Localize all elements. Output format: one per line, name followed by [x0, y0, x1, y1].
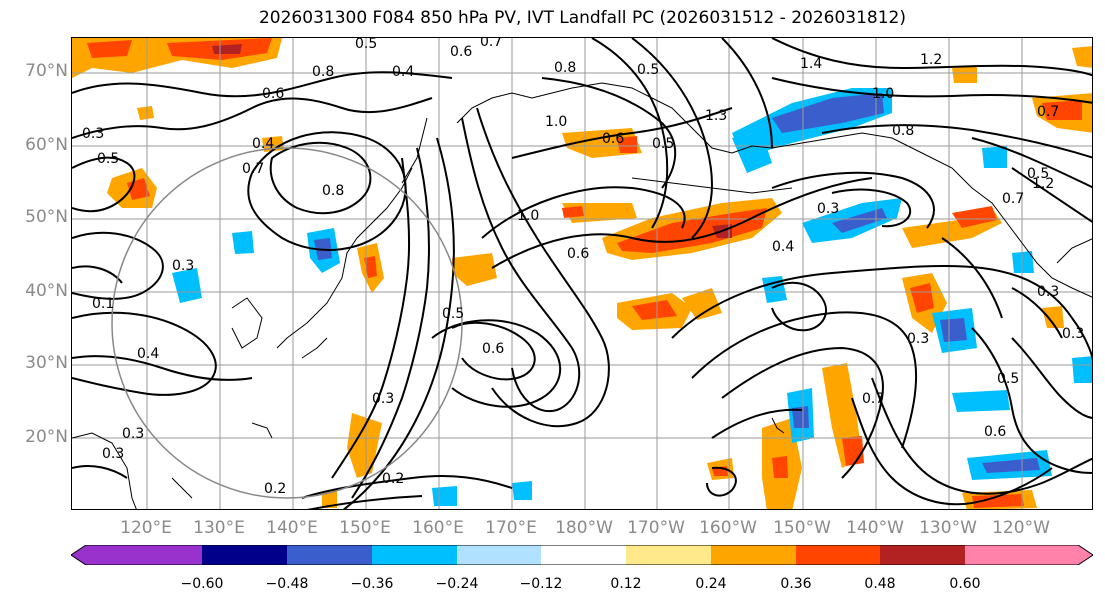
colorbar-segment-lt-060 — [71, 545, 202, 565]
pv-contours — [72, 38, 1092, 509]
contour-label: 0.7 — [242, 161, 264, 177]
contour-label: 0.6 — [567, 246, 589, 262]
contour-label: 1.2 — [1032, 176, 1054, 192]
colorbar-tick: 0.12 — [610, 576, 642, 592]
colorbar-tick: 0.48 — [864, 576, 896, 592]
contour-label: 0.3 — [1037, 284, 1059, 300]
lon-label-130e: 130°E — [193, 518, 245, 538]
colorbar-segment-048-036 — [287, 545, 372, 565]
colorbar-tick: −0.36 — [350, 576, 394, 592]
contour-label: 0.4 — [252, 136, 274, 152]
contour-label: 0.6 — [262, 86, 284, 102]
colorbar-tick: 0.36 — [780, 576, 812, 592]
map-title: 2026031300 F084 850 hPa PV, IVT Landfall… — [258, 8, 906, 28]
contour-label: 0.3 — [82, 126, 104, 142]
pv-shading-positive — [72, 38, 1092, 509]
circle-outline — [111, 147, 463, 499]
contour-label: 0.1 — [92, 296, 114, 312]
contour-label: 0.7 — [1002, 191, 1024, 207]
contour-label: 0.8 — [322, 183, 344, 199]
contour-label: 0.3 — [372, 391, 394, 407]
lon-label-130w: 130°W — [919, 518, 977, 538]
colorbar-segment-gt-060 — [965, 545, 1093, 565]
colorbar — [70, 544, 1094, 566]
contour-label: 0.8 — [892, 123, 914, 139]
map-canvas: 0.5 0.6 0.7 0.8 0.4 0.8 0.5 1.4 1.2 1.0 … — [72, 38, 1092, 509]
contour-label: 0.4 — [392, 64, 414, 80]
contour-label: 1.2 — [920, 52, 942, 68]
colorbar-segment-036-024 — [372, 545, 457, 565]
contour-label: 0.5 — [1027, 166, 1049, 182]
contour-label: 0.5 — [355, 38, 377, 52]
contour-label: 0.6 — [984, 424, 1006, 440]
lon-label-170e: 170°E — [485, 518, 537, 538]
contour-label: 1.0 — [545, 114, 567, 130]
lat-label-60n: 60°N — [25, 135, 68, 155]
contour-label: 0.2 — [264, 481, 286, 497]
contour-label: 1.0 — [517, 208, 539, 224]
graticule — [72, 38, 1092, 509]
map-panel: 0.5 0.6 0.7 0.8 0.4 0.8 0.5 1.4 1.2 1.0 … — [71, 37, 1093, 510]
contour-label: 0.4 — [772, 239, 794, 255]
contour-label: 0.5 — [637, 62, 659, 78]
colorbar-segment-012-012 — [541, 545, 626, 565]
contour-label: 0.5 — [652, 136, 674, 152]
contour-label: 0.8 — [554, 60, 576, 76]
colorbar-graphic — [70, 544, 1094, 566]
contour-label: 0.8 — [312, 64, 334, 80]
contour-label: 0.4 — [137, 346, 159, 362]
lon-label-160e: 160°E — [412, 518, 464, 538]
contour-label: 0.5 — [97, 151, 119, 167]
contour-label: 0.7 — [480, 38, 502, 50]
contour-label: 0.2 — [382, 471, 404, 487]
lon-label-180w: 180°W — [555, 518, 613, 538]
colorbar-segment-024-012 — [457, 545, 541, 565]
lat-label-20n: 20°N — [25, 427, 68, 447]
contour-label: 0.3 — [907, 331, 929, 347]
colorbar-tick: −0.60 — [180, 576, 224, 592]
lon-label-140e: 140°E — [266, 518, 318, 538]
contour-label: 0.7 — [1037, 104, 1059, 120]
colorbar-tick: 0.24 — [695, 576, 727, 592]
contour-label: 0.3 — [102, 446, 124, 462]
contour-label: 0.3 — [122, 426, 144, 442]
contour-label: 1.3 — [705, 108, 727, 124]
lon-label-160w: 160°W — [699, 518, 757, 538]
colorbar-tick: −0.12 — [519, 576, 563, 592]
lon-label-170w: 170°W — [627, 518, 685, 538]
lat-label-40n: 40°N — [25, 281, 68, 301]
colorbar-segment-060-048 — [202, 545, 287, 565]
contour-label: 0.5 — [997, 371, 1019, 387]
colorbar-tick: −0.48 — [265, 576, 309, 592]
colorbar-segment-012-024 — [626, 545, 711, 565]
contour-label: 1.4 — [800, 56, 822, 72]
colorbar-tick: −0.24 — [435, 576, 479, 592]
contour-label: 0.3 — [817, 201, 839, 217]
lat-label-70n: 70°N — [25, 61, 68, 81]
contour-label: 0.6 — [602, 131, 624, 147]
colorbar-segment-024-036 — [711, 545, 796, 565]
lon-label-150w: 150°W — [773, 518, 831, 538]
lon-label-150e: 150°E — [339, 518, 391, 538]
lon-label-120w: 120°W — [992, 518, 1050, 538]
contour-label: 1.0 — [872, 86, 894, 102]
lat-label-50n: 50°N — [25, 207, 68, 227]
contour-label: 0.3 — [172, 258, 194, 274]
lon-label-120e: 120°E — [120, 518, 172, 538]
colorbar-tick: 0.60 — [949, 576, 981, 592]
contour-label: 0.3 — [1062, 326, 1084, 342]
contour-label: 0.6 — [482, 341, 504, 357]
contour-labels: 0.5 0.6 0.7 0.8 0.4 0.8 0.5 1.4 1.2 1.0 … — [82, 38, 1084, 497]
colorbar-segment-036-048 — [796, 545, 880, 565]
contour-label: 0.7 — [862, 391, 884, 407]
contour-label: 0.5 — [442, 306, 464, 322]
colorbar-segment-048-060 — [880, 545, 965, 565]
lat-label-30n: 30°N — [25, 353, 68, 373]
lon-label-140w: 140°W — [846, 518, 904, 538]
contour-label: 0.6 — [450, 44, 472, 60]
